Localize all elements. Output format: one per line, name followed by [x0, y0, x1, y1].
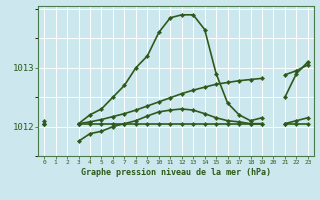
X-axis label: Graphe pression niveau de la mer (hPa): Graphe pression niveau de la mer (hPa) [81, 168, 271, 177]
